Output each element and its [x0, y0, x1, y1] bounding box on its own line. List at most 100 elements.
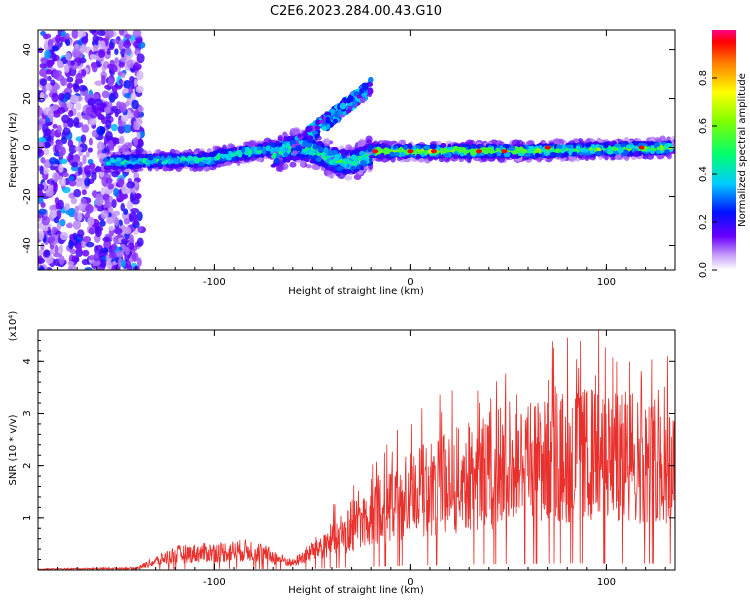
heatmap-cell — [423, 145, 430, 150]
heatmap-cell — [40, 242, 45, 251]
heatmap-cell — [108, 225, 114, 232]
heatmap-cell — [42, 148, 50, 156]
heatmap-cell — [74, 205, 80, 213]
heatmap-cell — [365, 135, 373, 144]
heatmap-cell — [554, 148, 562, 153]
heatmap-cell — [339, 102, 347, 110]
heatmap-cell — [115, 157, 122, 162]
heatmap-cell — [45, 69, 52, 75]
heatmap-cell — [590, 144, 597, 149]
heatmap-cell — [387, 145, 392, 150]
heatmap-cell — [302, 140, 309, 147]
heatmap-cell — [87, 216, 95, 227]
heatmap-cell — [56, 124, 62, 134]
heatmap-cell — [120, 238, 130, 245]
heatmap-cell — [202, 159, 209, 164]
heatmap-cell — [130, 208, 140, 214]
heatmap-cell — [315, 119, 321, 125]
snr-line — [38, 330, 675, 570]
heatmap-cell — [114, 57, 119, 65]
heatmap-cell — [285, 157, 291, 163]
heatmap-cell — [53, 252, 62, 258]
heatmap-cell — [65, 52, 72, 61]
heatmap-cell — [117, 124, 126, 134]
heatmap-cell — [568, 148, 573, 153]
heatmap-cell — [112, 91, 119, 100]
heatmap-cell — [597, 147, 601, 152]
heatmap-cell — [517, 152, 524, 157]
heatmap-cell — [277, 135, 283, 141]
heatmap-cell — [497, 151, 502, 157]
heatmap-cell — [397, 147, 403, 153]
heatmap-cell — [77, 30, 87, 39]
heatmap-cell — [120, 161, 126, 166]
heatmap-cell — [372, 149, 379, 154]
heatmap-cell — [73, 211, 79, 221]
heatmap-cell — [120, 113, 129, 123]
heatmap-cell — [163, 153, 168, 158]
heatmap-cell — [58, 255, 65, 266]
heatmap-cell — [85, 151, 90, 158]
heatmap-cell — [241, 147, 246, 154]
heatmap-cell — [58, 219, 66, 226]
heatmap-cell — [275, 163, 281, 172]
heatmap-cell — [289, 161, 297, 168]
heatmap-cell — [367, 87, 374, 95]
heatmap-cell — [114, 111, 119, 118]
heatmap-cell — [131, 252, 139, 262]
heatmap-cell — [51, 45, 59, 52]
heatmap-cell — [300, 162, 306, 168]
heatmap-cell — [93, 252, 100, 262]
snr-ytick-label: 1 — [22, 515, 33, 521]
heatmap-cell — [66, 101, 74, 109]
heatmap-cell — [70, 197, 78, 205]
heatmap-cell — [107, 207, 114, 213]
heatmap-cell — [126, 59, 135, 69]
heatmap-cell — [393, 144, 397, 149]
heatmap-cell — [121, 72, 126, 79]
heatmap-cell — [128, 234, 134, 244]
heatmap-cell — [208, 153, 216, 158]
heatmap-cell — [187, 155, 193, 161]
heatmap-cell — [137, 226, 143, 232]
heatmap-cell — [38, 230, 45, 241]
heatmap-cell — [58, 149, 64, 158]
heatmap-cell — [361, 92, 368, 98]
heatmap-cell — [136, 257, 142, 268]
heatmap-cell — [135, 85, 144, 94]
heatmap-cell — [94, 245, 99, 254]
heatmap-cell — [356, 94, 362, 99]
heatmap-cell — [223, 161, 233, 166]
heatmap-cell — [66, 82, 74, 89]
heatmap-cell — [283, 135, 288, 142]
heatmap-cell — [614, 143, 621, 148]
heatmap-cell — [136, 211, 143, 222]
heatmap-cell — [481, 147, 487, 152]
heatmap-cell — [319, 119, 325, 124]
heatmap-cell — [39, 165, 44, 175]
colorbar-tick-label: 0.4 — [698, 166, 709, 182]
heatmap-cell — [105, 161, 111, 166]
heatmap-cell — [311, 164, 320, 170]
heatmap-cell — [38, 208, 47, 215]
heatmap-cell — [112, 165, 118, 170]
heatmap-cell — [38, 266, 45, 270]
heatmap-cell — [443, 153, 450, 157]
heatmap-cell — [492, 153, 497, 158]
heatmap-cell — [328, 160, 334, 165]
heatmap-cell — [126, 200, 133, 211]
heatmap-cell — [325, 119, 331, 124]
heatmap-cell — [131, 157, 137, 162]
heatmap-cell — [53, 172, 59, 183]
heatmap-cell — [38, 183, 45, 191]
heatmap-cell — [94, 197, 104, 206]
heatmap-cell — [135, 193, 142, 200]
heatmap-cell — [656, 146, 662, 151]
heatmap-cell — [649, 140, 655, 146]
heatmap-cell — [118, 135, 125, 145]
heatmap-cell — [87, 147, 94, 153]
heatmap-cell — [307, 154, 314, 160]
spectrogram-heatmap — [38, 30, 675, 270]
heatmap-cell — [238, 152, 243, 158]
